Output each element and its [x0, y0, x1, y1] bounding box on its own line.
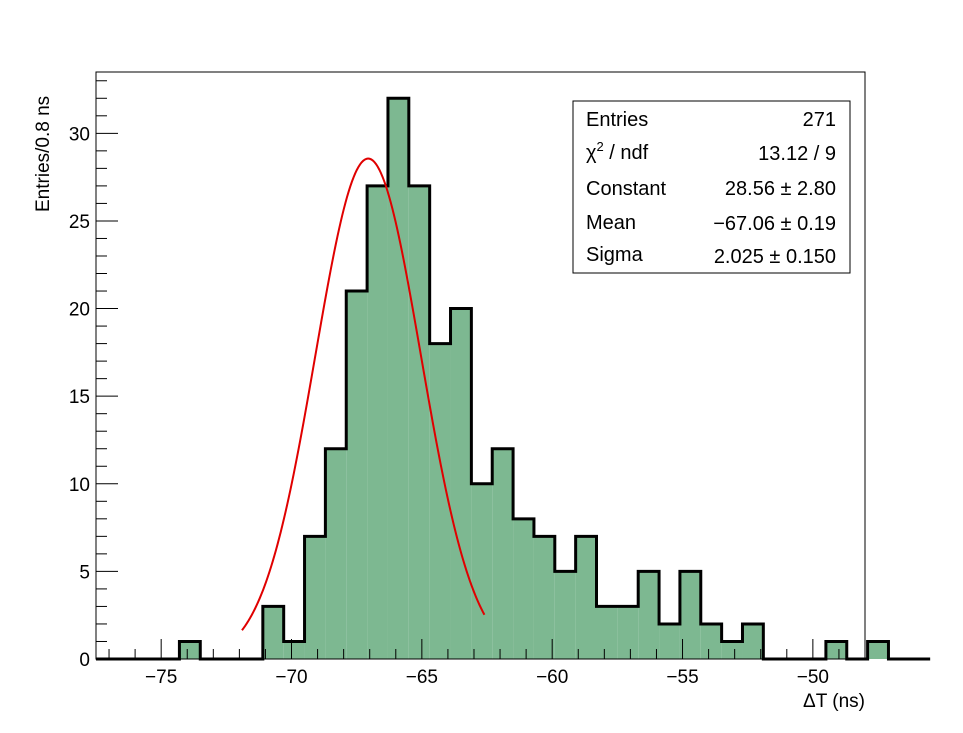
- x-tick-label: −75: [145, 667, 177, 688]
- histogram-bar: [617, 606, 639, 659]
- stats-box-frame: [572, 100, 851, 274]
- histogram-bar: [408, 185, 430, 660]
- x-tick-label: −50: [797, 667, 829, 688]
- histogram-bar: [304, 536, 326, 659]
- y-tick-label: 25: [69, 212, 90, 233]
- histogram-bar: [742, 623, 764, 659]
- stats-sigma-label: Sigma: [586, 244, 644, 266]
- stats-chi2-label: χ2 / ndf: [586, 139, 649, 164]
- y-tick-label: 15: [69, 387, 90, 408]
- plot-frame: [95, 71, 866, 660]
- histogram-bar: [262, 606, 284, 659]
- histogram-bar: [367, 185, 388, 660]
- histogram-bar: [492, 448, 514, 659]
- histogram-bars: [96, 96, 931, 661]
- x-tick-label: −65: [406, 667, 438, 688]
- histogram-bar: [700, 623, 722, 659]
- y-axis-title: Entries/0.8 ns: [33, 96, 54, 212]
- histogram-bar: [721, 641, 743, 659]
- histogram-bar: [679, 571, 701, 659]
- x-tick-label: −70: [275, 667, 307, 688]
- stats-box: Entries 271 χ2 / ndf 13.12 / 9 Constant …: [572, 100, 851, 274]
- histogram-bar: [596, 606, 618, 659]
- y-tick-label: 5: [79, 562, 90, 583]
- x-axis-tick-labels: −75 −70 −65 −60 −55 −50: [145, 667, 829, 688]
- y-tick-label: 20: [69, 300, 90, 321]
- stats-constant-label: Constant: [586, 178, 666, 200]
- gaussian-fit-curve: [241, 157, 486, 631]
- y-tick-label: 30: [69, 124, 90, 145]
- y-axis-ticks: [96, 80, 118, 660]
- y-axis-tick-labels: 0 5 10 15 20 25 30: [69, 124, 90, 671]
- y-tick-label: 10: [69, 475, 90, 496]
- histogram-bar: [450, 308, 472, 659]
- stats-mean-label: Mean: [586, 212, 636, 234]
- histogram-bar: [554, 571, 576, 659]
- histogram-bar: [513, 518, 534, 659]
- x-axis-ticks: [108, 639, 866, 659]
- histogram-bar: [283, 641, 305, 659]
- histogram-bar: [179, 641, 201, 659]
- histogram-bar: [638, 571, 660, 659]
- histogram-bar: [533, 536, 555, 659]
- x-tick-label: −55: [666, 667, 698, 688]
- histogram-bar: [325, 448, 347, 659]
- y-tick-label: 0: [79, 650, 90, 671]
- histogram-bar: [387, 98, 409, 660]
- stats-constant-value: 28.56 ± 2.80: [725, 178, 836, 200]
- stats-entries-label: Entries: [586, 109, 648, 131]
- histogram-bar: [825, 641, 847, 659]
- histogram-bar: [429, 343, 451, 659]
- stats-sigma-value: 2.025 ± 0.150: [714, 246, 836, 268]
- stats-chi2-value: 13.12 / 9: [758, 143, 836, 165]
- x-tick-label: −60: [536, 667, 568, 688]
- histogram-bar: [346, 291, 368, 659]
- stats-entries-value: 271: [803, 109, 836, 131]
- x-axis-title: ΔT (ns): [803, 691, 865, 712]
- histogram-bar: [659, 623, 680, 659]
- histogram-bar: [471, 483, 493, 659]
- histogram-bar: [575, 536, 597, 659]
- stats-mean-value: −67.06 ± 0.19: [713, 213, 836, 235]
- histogram-bar: [867, 641, 889, 659]
